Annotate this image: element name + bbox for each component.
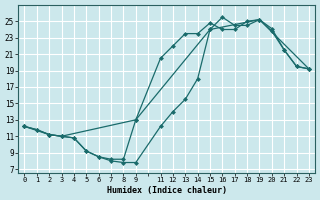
- X-axis label: Humidex (Indice chaleur): Humidex (Indice chaleur): [107, 186, 227, 195]
